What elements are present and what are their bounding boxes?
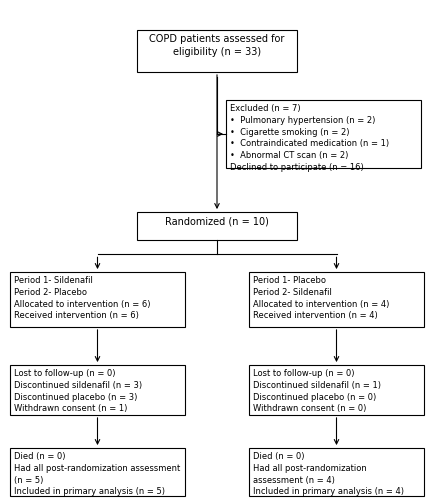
Text: Died (n = 0)
Had all post-randomization
assessment (n = 4)
Included in primary a: Died (n = 0) Had all post-randomization … bbox=[253, 452, 404, 496]
Text: COPD patients assessed for
eligibility (n = 33): COPD patients assessed for eligibility (… bbox=[149, 34, 285, 57]
Bar bbox=[226, 100, 421, 168]
Bar bbox=[137, 30, 297, 72]
Bar bbox=[10, 365, 185, 415]
Text: Period 1- Sildenafil
Period 2- Placebo
Allocated to intervention (n = 6)
Receive: Period 1- Sildenafil Period 2- Placebo A… bbox=[14, 276, 151, 320]
Text: Died (n = 0)
Had all post-randomization assessment
(n = 5)
Included in primary a: Died (n = 0) Had all post-randomization … bbox=[14, 452, 180, 496]
Bar bbox=[137, 212, 297, 240]
Bar bbox=[10, 448, 185, 496]
Text: Randomized (n = 10): Randomized (n = 10) bbox=[165, 216, 269, 226]
Text: Excluded (n = 7)
•  Pulmonary hypertension (n = 2)
•  Cigarette smoking (n = 2)
: Excluded (n = 7) • Pulmonary hypertensio… bbox=[230, 104, 389, 172]
Text: Lost to follow-up (n = 0)
Discontinued sildenafil (n = 3)
Discontinued placebo (: Lost to follow-up (n = 0) Discontinued s… bbox=[14, 369, 142, 414]
Bar bbox=[249, 365, 424, 415]
Text: Period 1- Placebo
Period 2- Sildenafil
Allocated to intervention (n = 4)
Receive: Period 1- Placebo Period 2- Sildenafil A… bbox=[253, 276, 389, 320]
Bar bbox=[10, 272, 185, 327]
Bar bbox=[249, 448, 424, 496]
Text: Lost to follow-up (n = 0)
Discontinued sildenafil (n = 1)
Discontinued placebo (: Lost to follow-up (n = 0) Discontinued s… bbox=[253, 369, 381, 414]
Bar bbox=[249, 272, 424, 327]
